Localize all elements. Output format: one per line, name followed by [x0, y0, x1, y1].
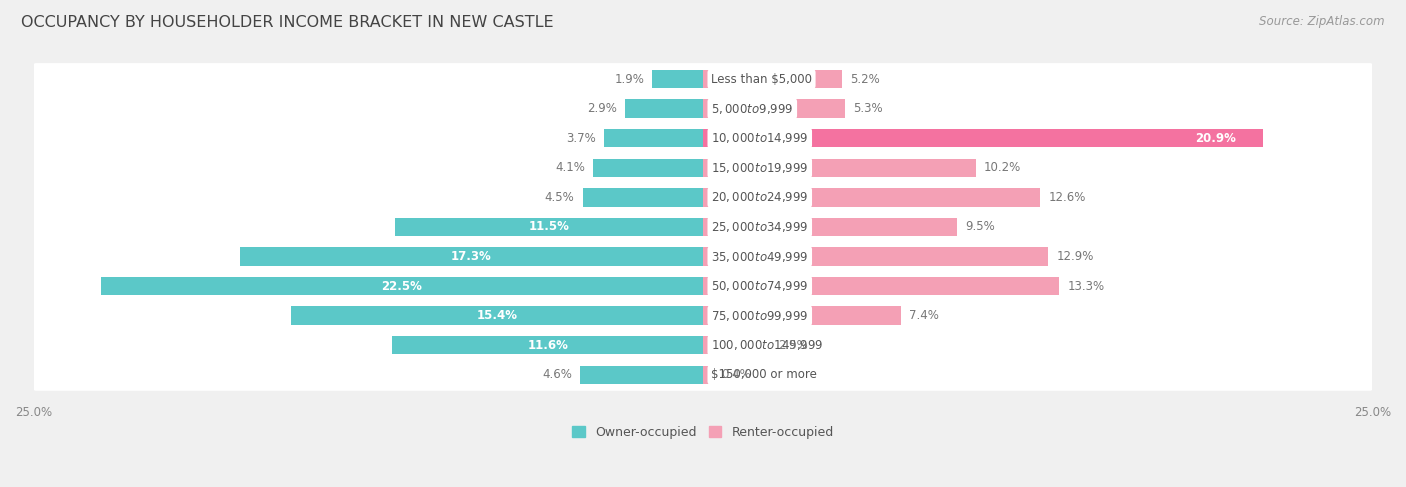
Text: 3.7%: 3.7%	[567, 131, 596, 145]
Text: $20,000 to $24,999: $20,000 to $24,999	[711, 190, 808, 205]
Text: 10.2%: 10.2%	[984, 161, 1021, 174]
Bar	[291, 306, 703, 325]
Text: 9.5%: 9.5%	[966, 221, 995, 233]
Bar	[703, 366, 714, 384]
Text: 11.5%: 11.5%	[529, 221, 569, 233]
Text: 1.9%: 1.9%	[614, 73, 644, 86]
Text: 12.6%: 12.6%	[1049, 191, 1085, 204]
Text: 13.3%: 13.3%	[1067, 280, 1104, 293]
Text: $50,000 to $74,999: $50,000 to $74,999	[711, 279, 808, 293]
Text: 22.5%: 22.5%	[381, 280, 422, 293]
Text: 20.9%: 20.9%	[1195, 131, 1236, 145]
Bar	[703, 218, 957, 236]
Bar	[605, 129, 703, 148]
Bar	[395, 218, 703, 236]
FancyBboxPatch shape	[32, 122, 1374, 154]
Bar	[579, 366, 703, 384]
Bar	[392, 336, 703, 355]
FancyBboxPatch shape	[32, 359, 1374, 391]
Text: Source: ZipAtlas.com: Source: ZipAtlas.com	[1260, 15, 1385, 28]
Text: 4.5%: 4.5%	[544, 191, 575, 204]
Text: Less than $5,000: Less than $5,000	[711, 73, 813, 86]
Text: 2.9%: 2.9%	[588, 102, 617, 115]
FancyBboxPatch shape	[32, 211, 1374, 243]
Bar	[703, 188, 1040, 206]
Text: $100,000 to $149,999: $100,000 to $149,999	[711, 338, 824, 352]
Bar	[652, 70, 703, 88]
Bar	[703, 99, 845, 118]
FancyBboxPatch shape	[32, 300, 1374, 332]
Text: $75,000 to $99,999: $75,000 to $99,999	[711, 309, 808, 323]
FancyBboxPatch shape	[32, 93, 1374, 125]
Bar	[582, 188, 703, 206]
Text: $35,000 to $49,999: $35,000 to $49,999	[711, 249, 808, 263]
Text: $15,000 to $19,999: $15,000 to $19,999	[711, 161, 808, 175]
Bar	[703, 70, 842, 88]
Bar	[703, 277, 1059, 295]
Bar	[593, 159, 703, 177]
FancyBboxPatch shape	[32, 270, 1374, 302]
Text: $150,000 or more: $150,000 or more	[711, 368, 817, 381]
Text: 17.3%: 17.3%	[451, 250, 492, 263]
Text: 4.6%: 4.6%	[541, 368, 572, 381]
Bar	[703, 159, 976, 177]
Text: 5.3%: 5.3%	[853, 102, 883, 115]
Text: OCCUPANCY BY HOUSEHOLDER INCOME BRACKET IN NEW CASTLE: OCCUPANCY BY HOUSEHOLDER INCOME BRACKET …	[21, 15, 554, 30]
Bar	[703, 129, 1263, 148]
Text: 2.5%: 2.5%	[778, 339, 807, 352]
Text: 12.9%: 12.9%	[1056, 250, 1094, 263]
FancyBboxPatch shape	[32, 241, 1374, 273]
Text: 0.4%: 0.4%	[721, 368, 751, 381]
Bar	[703, 247, 1049, 266]
FancyBboxPatch shape	[32, 181, 1374, 213]
FancyBboxPatch shape	[32, 329, 1374, 361]
Bar	[100, 277, 703, 295]
FancyBboxPatch shape	[32, 152, 1374, 184]
Text: $10,000 to $14,999: $10,000 to $14,999	[711, 131, 808, 145]
Text: 11.6%: 11.6%	[527, 339, 568, 352]
Text: $25,000 to $34,999: $25,000 to $34,999	[711, 220, 808, 234]
Bar	[703, 306, 901, 325]
Bar	[703, 336, 770, 355]
Text: 5.2%: 5.2%	[851, 73, 880, 86]
FancyBboxPatch shape	[32, 63, 1374, 95]
Legend: Owner-occupied, Renter-occupied: Owner-occupied, Renter-occupied	[568, 421, 838, 444]
Text: 4.1%: 4.1%	[555, 161, 585, 174]
Text: 15.4%: 15.4%	[477, 309, 517, 322]
Bar	[240, 247, 703, 266]
Text: 7.4%: 7.4%	[910, 309, 939, 322]
Bar	[626, 99, 703, 118]
Text: $5,000 to $9,999: $5,000 to $9,999	[711, 102, 793, 116]
